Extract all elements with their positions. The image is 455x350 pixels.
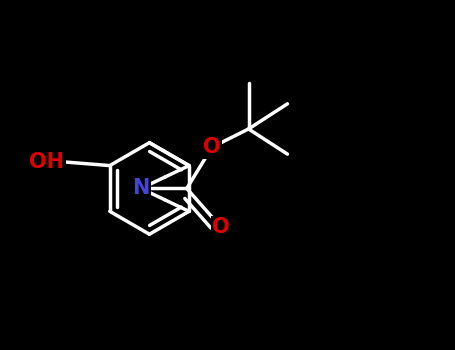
Text: O: O <box>203 137 221 157</box>
Text: N: N <box>132 178 150 198</box>
Text: O: O <box>212 217 230 237</box>
Text: OH: OH <box>29 152 64 172</box>
